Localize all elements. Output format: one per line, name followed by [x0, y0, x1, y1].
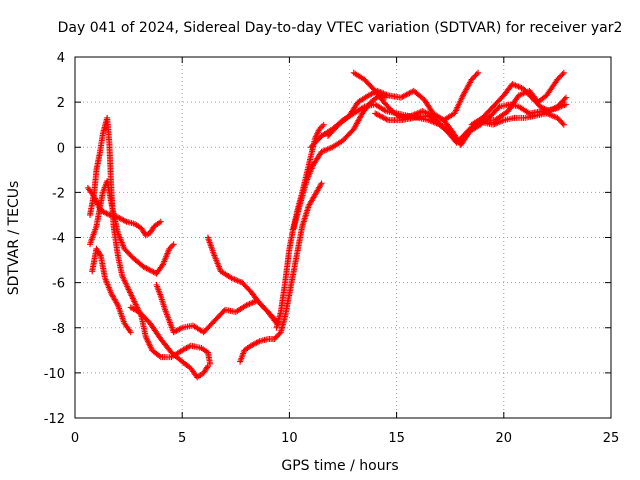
- axis-ticks: 0 5 10 15 20 25 -12 -10 -8 -6 -4 -2 0 2 4: [44, 51, 620, 446]
- data-points: [84, 69, 569, 381]
- series-7: [204, 234, 280, 327]
- y-tick-label: -12: [44, 412, 65, 427]
- x-axis-label: GPS time / hours: [281, 458, 398, 474]
- series-markers: [307, 101, 567, 151]
- series-markers: [127, 304, 211, 381]
- y-tick-label: -4: [52, 232, 65, 247]
- chart-title: Day 041 of 2024, Sidereal Day-to-day VTE…: [58, 20, 623, 36]
- x-tick-label: 15: [388, 431, 405, 446]
- y-tick-label: 4: [57, 51, 65, 66]
- series-markers: [237, 180, 325, 365]
- series-8: [237, 180, 325, 365]
- series-markers: [468, 81, 569, 128]
- series-5: [127, 304, 211, 381]
- x-tick-label: 0: [71, 431, 79, 446]
- series-15: [468, 81, 569, 128]
- x-tick-label: 10: [281, 431, 298, 446]
- y-tick-label: 2: [57, 96, 65, 111]
- y-tick-label: -8: [52, 322, 65, 337]
- series-11: [307, 101, 567, 151]
- series-markers: [204, 234, 280, 327]
- series-markers: [89, 245, 134, 336]
- x-tick-label: 20: [496, 431, 513, 446]
- y-axis-label: SDTVAR / TECUs: [6, 181, 22, 296]
- series-markers: [87, 114, 214, 367]
- y-tick-label: -2: [52, 186, 65, 201]
- y-tick-label: -10: [44, 367, 65, 382]
- x-tick-label: 5: [178, 431, 186, 446]
- series-3: [87, 114, 214, 367]
- x-tick-label: 25: [603, 431, 620, 446]
- y-tick-label: 0: [57, 141, 65, 156]
- y-tick-label: -6: [52, 277, 65, 292]
- series-4: [89, 245, 134, 336]
